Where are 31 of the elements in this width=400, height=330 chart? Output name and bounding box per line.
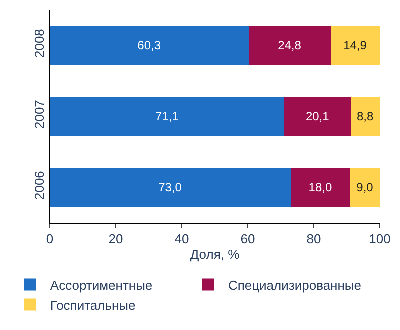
y-tick-label: 2007 (32, 100, 47, 130)
legend-label: Ассортиментные (50, 278, 153, 293)
data-label: 73,0 (158, 180, 182, 195)
x-tick-label: 40 (174, 232, 190, 247)
data-label: 20,1 (306, 110, 330, 124)
bar (248, 26, 331, 66)
data-label: 60,3 (138, 38, 162, 52)
bar (50, 168, 291, 208)
x-tick-label: 20 (108, 232, 124, 247)
bar (50, 26, 249, 66)
bar (330, 26, 380, 66)
bar (350, 96, 380, 136)
data-label: 8,8 (356, 110, 374, 124)
y-tick-label: 2008 (32, 29, 47, 58)
bar (350, 168, 380, 208)
data-label: 71,1 (155, 110, 180, 124)
x-tick-label: 0 (46, 232, 54, 247)
legend-label: Специализированные (228, 278, 362, 293)
x-tick-label: 80 (306, 232, 322, 247)
data-label: 14,9 (344, 38, 368, 52)
data-label: 24,8 (278, 38, 302, 52)
bar (290, 168, 350, 208)
x-tick-label: 100 (369, 232, 391, 247)
data-label: 9,0 (356, 180, 374, 195)
x-tick-label: 60 (240, 232, 256, 247)
data-label: 18,0 (308, 180, 332, 195)
x-axis-title: Доля, % (190, 247, 240, 262)
bar (50, 96, 285, 136)
legend-label: Госпитальные (50, 298, 136, 313)
bar (284, 96, 351, 136)
y-tick-label: 2006 (32, 171, 47, 200)
